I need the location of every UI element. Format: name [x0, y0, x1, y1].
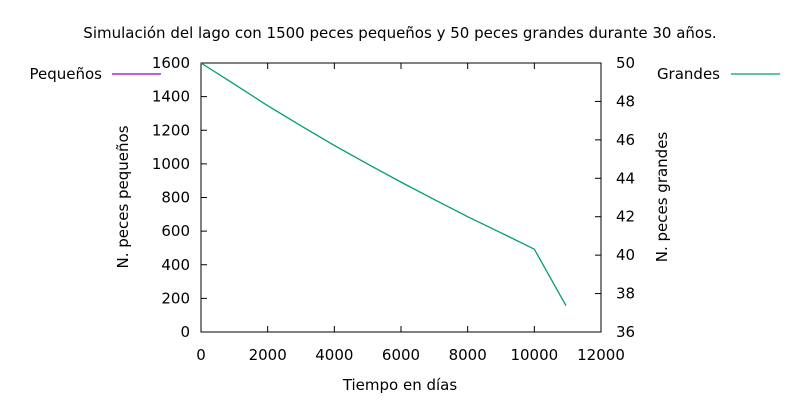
series-line-grandes: [200, 62, 567, 306]
legend-right: Grandes: [657, 65, 780, 83]
x-tick-label: 8000: [449, 346, 487, 364]
x-tick-label: 12000: [577, 346, 625, 364]
chart-title: Simulación del lago con 1500 peces peque…: [83, 24, 716, 42]
y-right-tick-label: 40: [616, 246, 635, 264]
y-left-tick-label: 1400: [152, 88, 190, 106]
y-left-tick-label: 1600: [152, 54, 190, 72]
legend-left: Pequeños: [30, 65, 161, 83]
y-right-tick-label: 44: [616, 169, 635, 187]
legend-left-label: Pequeños: [30, 65, 103, 83]
y-right-axis-label: N. peces grandes: [653, 132, 671, 263]
y-left-axis-ticks: 0 200 400 600 800 1000 1200 1400 1600: [152, 54, 207, 341]
y-right-tick-label: 42: [616, 208, 635, 226]
y-left-tick-label: 1000: [152, 155, 190, 173]
x-tick-label: 6000: [382, 346, 420, 364]
y-right-tick-label: 36: [616, 323, 635, 341]
x-tick-label: 2000: [249, 346, 287, 364]
y-left-tick-label: 400: [161, 256, 190, 274]
y-left-tick-label: 200: [161, 289, 190, 307]
x-axis-ticks: 0 2000 4000 6000 8000 10000 12000: [196, 63, 625, 364]
y-right-tick-label: 46: [616, 131, 635, 149]
y-left-tick-label: 600: [161, 222, 190, 240]
legend-right-label: Grandes: [657, 65, 720, 83]
x-tick-label: 4000: [315, 346, 353, 364]
y-right-tick-label: 50: [616, 54, 635, 72]
y-left-axis-label: N. peces pequeños: [114, 125, 132, 268]
x-axis-label: Tiempo en días: [342, 376, 458, 394]
y-right-tick-label: 38: [616, 285, 635, 303]
plot-frame: [200, 62, 602, 333]
y-left-tick-label: 1200: [152, 121, 190, 139]
x-tick-label: 0: [196, 346, 206, 364]
y-right-tick-label: 48: [616, 92, 635, 110]
x-tick-label: 10000: [510, 346, 558, 364]
series-layer: [200, 62, 567, 306]
y-left-tick-label: 800: [161, 189, 190, 207]
y-left-tick-label: 0: [180, 323, 190, 341]
y-right-axis-ticks: 36 38 40 42 44 46 48 50: [595, 54, 635, 341]
